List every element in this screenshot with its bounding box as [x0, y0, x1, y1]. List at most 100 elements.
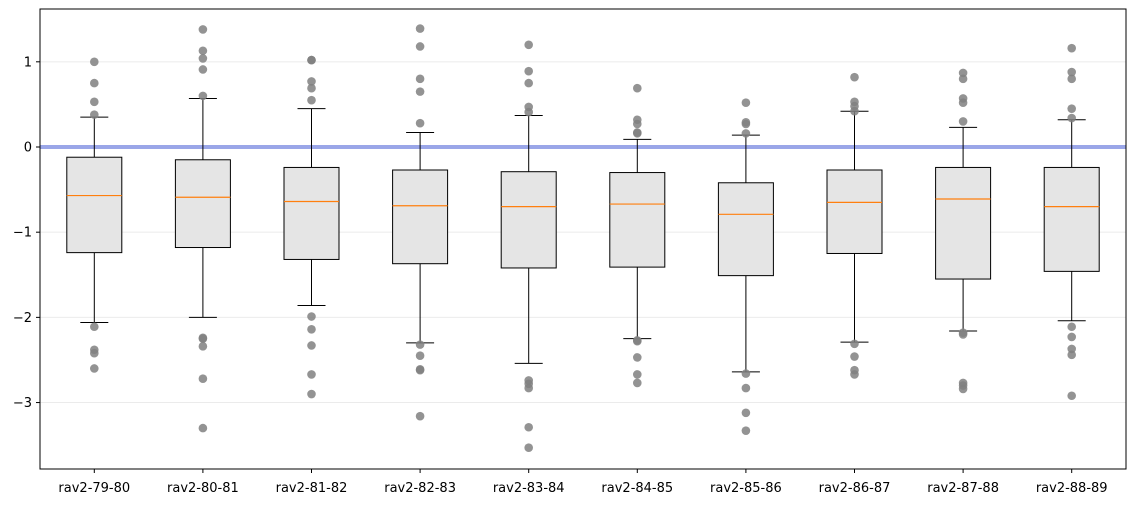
outlier-point [524, 383, 533, 393]
outlier-point [415, 87, 425, 96]
y-tick-label: −2 [13, 311, 32, 326]
outlier-point [1067, 104, 1076, 113]
outlier-point [198, 374, 208, 384]
outlier-point [90, 322, 99, 332]
x-tick-label: rav2-84-85 [601, 481, 673, 496]
y-tick-label: 1 [24, 55, 32, 70]
outlier-point [1067, 391, 1076, 401]
outlier-point [307, 324, 316, 334]
outlier-point [1067, 350, 1076, 360]
outlier-point [958, 330, 968, 339]
x-tick-label: rav2-79-80 [58, 481, 130, 496]
outlier-point [633, 378, 642, 388]
outlier-point [1067, 67, 1076, 77]
outlier-point [307, 312, 316, 321]
outlier-point [198, 65, 208, 74]
box [500, 171, 557, 269]
outlier-point [198, 91, 208, 101]
outlier-point [850, 370, 859, 379]
outlier-point [90, 348, 99, 358]
outlier-point [741, 98, 751, 108]
y-tick-label: −3 [13, 396, 32, 411]
outlier-point [633, 370, 642, 379]
x-tick-label: rav2-81-82 [276, 481, 348, 496]
outlier-point [307, 55, 316, 65]
outlier-point [633, 83, 642, 93]
outlier-point [198, 423, 208, 433]
outlier-point [524, 66, 533, 76]
y-tick-label: 0 [24, 141, 32, 156]
plot-frame [39, 8, 1127, 470]
outlier-point [1067, 74, 1076, 84]
y-axis: 1 0 −1 −2 −3 [13, 55, 40, 411]
outlier-point [850, 352, 859, 361]
outlier-point [1067, 113, 1076, 123]
outlier-point [307, 77, 316, 86]
outlier-point [633, 129, 642, 138]
box [935, 166, 992, 280]
x-tick-label: rav2-86-87 [819, 481, 891, 496]
box [283, 166, 340, 260]
outlier-point [307, 389, 316, 399]
outlier-point [1067, 332, 1076, 342]
outlier-point [415, 351, 425, 361]
x-tick-label: rav2-83-84 [493, 481, 565, 496]
box [609, 172, 666, 268]
outlier-point [958, 68, 968, 78]
outlier-point [741, 119, 751, 129]
outlier-point [958, 98, 968, 108]
x-axis: rav2-79-80 rav2-80-81 rav2-81-82 rav2-82-83… [58, 469, 1108, 496]
box [174, 159, 231, 249]
outlier-point [1067, 43, 1076, 53]
outlier-point [958, 117, 968, 126]
outlier-point [90, 97, 99, 107]
outlier-point [633, 119, 642, 129]
outlier-point [1067, 322, 1076, 332]
boxes-group [66, 24, 1100, 453]
outlier-point [741, 369, 751, 378]
x-tick-label: rav2-80-81 [167, 481, 239, 496]
outlier-point [307, 83, 316, 93]
outlier-point [850, 339, 859, 349]
outlier-point [524, 107, 533, 117]
outlier-point [850, 106, 859, 116]
outlier-point [524, 78, 533, 88]
outlier-point [415, 340, 425, 349]
box [717, 182, 774, 277]
outlier-point [1067, 344, 1076, 354]
outlier-point [90, 364, 99, 373]
outlier-point [90, 78, 99, 88]
x-tick-label: rav2-88-89 [1036, 481, 1108, 496]
outlier-point [633, 353, 642, 362]
outlier-point [524, 40, 533, 50]
outlier-point [198, 46, 208, 56]
outlier-point [415, 365, 425, 375]
outlier-point [90, 110, 99, 119]
outlier-point [958, 74, 968, 84]
outlier-point [524, 443, 533, 453]
x-tick-label: rav2-85-86 [710, 481, 782, 496]
outlier-point [90, 57, 99, 67]
outlier-point [741, 129, 751, 138]
outlier-point [850, 72, 859, 82]
outlier-point [198, 25, 208, 34]
outlier-point [415, 42, 425, 51]
outlier-point [415, 411, 425, 421]
box [66, 156, 123, 254]
outlier-point [415, 24, 425, 33]
x-tick-label: rav2-87-88 [927, 481, 999, 496]
outlier-point [741, 383, 751, 393]
outlier-point [307, 370, 316, 379]
outlier-point [198, 334, 208, 343]
box [392, 169, 449, 265]
outlier-point [524, 422, 533, 432]
outlier-point [415, 118, 425, 128]
outlier-point [198, 54, 208, 63]
box [1043, 166, 1100, 272]
outlier-point [741, 408, 751, 418]
y-tick-label: −1 [13, 226, 32, 241]
outlier-point [633, 336, 642, 346]
outlier-point [741, 426, 751, 435]
outlier-point [198, 342, 208, 351]
